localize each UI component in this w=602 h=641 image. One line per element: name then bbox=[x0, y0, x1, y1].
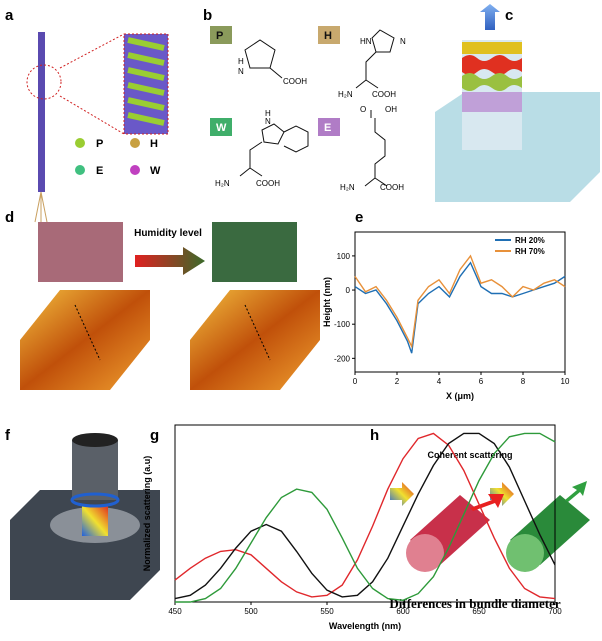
legend-label: H bbox=[150, 138, 158, 150]
y-tick-label: -100 bbox=[334, 320, 351, 329]
panel-label: b bbox=[203, 7, 212, 24]
atom-label: COOH bbox=[256, 179, 280, 188]
atom-label: O bbox=[360, 105, 366, 114]
atom-label: COOH bbox=[380, 183, 404, 192]
x-tick-label: 600 bbox=[396, 607, 410, 616]
x-tick-label: 10 bbox=[561, 377, 570, 386]
x-tick-label: 8 bbox=[521, 377, 526, 386]
panel-label: a bbox=[5, 7, 14, 24]
panel-f bbox=[10, 433, 160, 600]
y-tick-label: 100 bbox=[337, 252, 351, 261]
panel-h: Coherent scattering Differences in bundl… bbox=[389, 450, 590, 611]
atom-label: N bbox=[400, 37, 406, 46]
panel-labels: a b c d e f g h bbox=[5, 7, 513, 444]
series-line bbox=[174, 432, 556, 600]
amino-letter: P bbox=[216, 30, 223, 42]
helix bbox=[127, 37, 165, 126]
y-axis-label: Height (nm) bbox=[322, 277, 332, 327]
panel-label: h bbox=[370, 427, 379, 444]
zoom-circle bbox=[26, 64, 62, 100]
panel-a: P H E W bbox=[26, 32, 169, 223]
x-tick-label: 650 bbox=[472, 607, 486, 616]
atom-label: H₂N bbox=[215, 179, 230, 188]
y-tick-label: 0 bbox=[346, 286, 351, 295]
zoom-line bbox=[59, 33, 125, 69]
amino-letter: H bbox=[324, 30, 332, 42]
legend-icon bbox=[75, 138, 85, 148]
legend-icon bbox=[130, 138, 140, 148]
legend-icon bbox=[130, 165, 140, 175]
panel-h-caption: Differences in bundle diameter bbox=[389, 596, 560, 611]
fiber bbox=[38, 32, 45, 192]
x-axis-label: X (μm) bbox=[446, 391, 474, 401]
legend-label: P bbox=[96, 138, 103, 150]
tail bbox=[34, 191, 48, 223]
panel-b bbox=[210, 26, 395, 187]
panel-label: f bbox=[5, 427, 11, 444]
amino-letter: W bbox=[216, 122, 227, 134]
atom-label: COOH bbox=[283, 77, 307, 86]
panel-h-title: Coherent scattering bbox=[427, 450, 512, 460]
atom-label: OH bbox=[385, 105, 397, 114]
atom-label: H bbox=[265, 109, 271, 118]
amino-letter: E bbox=[324, 122, 331, 134]
atom-label: H bbox=[238, 57, 244, 66]
legend-label: RH 20% bbox=[515, 236, 545, 245]
atom-label: N bbox=[265, 117, 271, 126]
panel-label: c bbox=[505, 7, 513, 24]
y-axis-label: Normalized scattering (a.u) bbox=[142, 456, 152, 572]
plot-frame bbox=[354, 231, 566, 373]
x-tick-label: 2 bbox=[395, 377, 400, 386]
panel-label: e bbox=[355, 209, 363, 226]
atom-label: COOH bbox=[372, 90, 396, 99]
x-tick-label: 450 bbox=[168, 607, 182, 616]
panel-b-text: P H W E H N COOH HN N H₂N COOH H N H₂N C… bbox=[215, 30, 406, 192]
x-tick-label: 4 bbox=[437, 377, 442, 386]
panel-c bbox=[435, 4, 600, 202]
charts: 0 2 4 6 8 10 -200 -100 0 100 X (μm) Height (nm) RH 2… bbox=[142, 231, 570, 631]
legend-icon bbox=[75, 165, 85, 175]
atom-label: H₂N bbox=[338, 90, 353, 99]
x-tick-label: 6 bbox=[479, 377, 484, 386]
panel-label: d bbox=[5, 209, 14, 226]
legend-label: RH 70% bbox=[515, 247, 545, 256]
x-tick-label: 550 bbox=[320, 607, 334, 616]
zoom-line bbox=[59, 95, 125, 135]
legend-label: W bbox=[150, 165, 161, 177]
series-line bbox=[354, 261, 566, 354]
x-tick-label: 0 bbox=[353, 377, 358, 386]
atom-label: N bbox=[238, 67, 244, 76]
y-tick-label: -200 bbox=[334, 354, 351, 363]
panel-d: Humidity level bbox=[20, 222, 320, 390]
x-axis-label: Wavelength (nm) bbox=[329, 621, 401, 631]
series-line bbox=[175, 432, 556, 603]
series-line bbox=[174, 432, 556, 600]
x-tick-label: 700 bbox=[548, 607, 562, 616]
atom-label: HN bbox=[360, 37, 372, 46]
x-tick-label: 500 bbox=[244, 607, 258, 616]
atom-label: H₂N bbox=[340, 183, 355, 192]
panel-label: g bbox=[150, 427, 159, 444]
plot-frame bbox=[174, 424, 556, 603]
humidity-label: Humidity level bbox=[134, 228, 202, 239]
series-line bbox=[354, 254, 566, 349]
legend-label: E bbox=[96, 165, 103, 177]
